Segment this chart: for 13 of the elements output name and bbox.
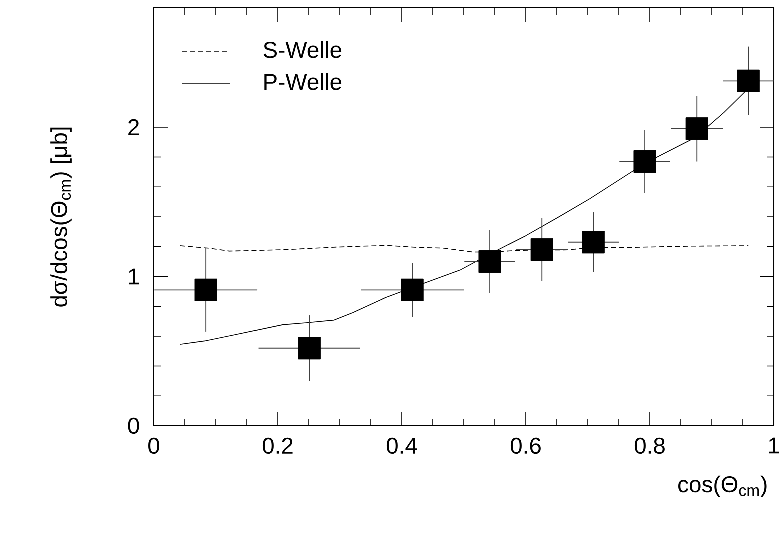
- y-tick-label: 2: [128, 119, 140, 136]
- legend-label: P-Welle: [264, 73, 342, 90]
- x-tick-label: 1: [769, 438, 780, 454]
- x-tick-label: 0.4: [386, 438, 418, 454]
- x-tick-label: 0.8: [634, 438, 665, 454]
- x-axis-title: cos(Θ$_{cm}$): [678, 476, 767, 498]
- y-tick-label: 0: [128, 418, 140, 434]
- x-tick-label: 0: [148, 438, 160, 454]
- x-tick-label: 0.2: [262, 438, 293, 454]
- y-tick-label: 1: [129, 268, 140, 285]
- legend-label: S-Welle: [264, 41, 342, 58]
- y-axis-title: dσ/dcos(Θ$_{cm}$) [μb]: [50, 128, 72, 307]
- x-tick-label: 0.6: [510, 438, 541, 454]
